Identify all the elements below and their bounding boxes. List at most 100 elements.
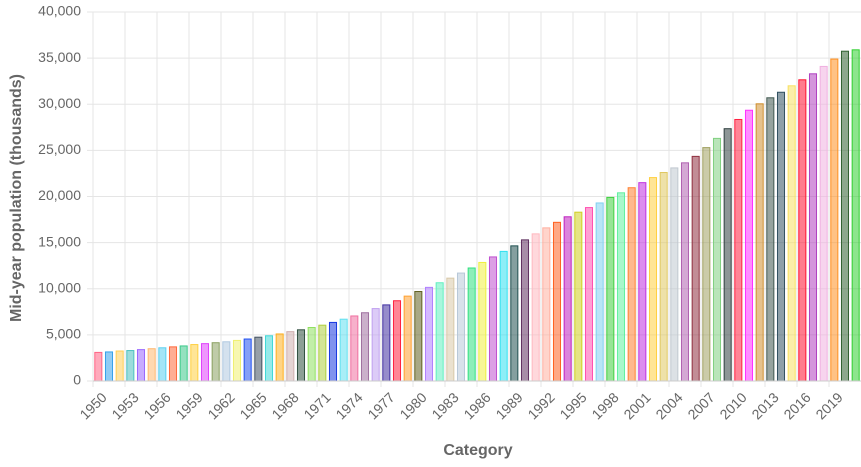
x-tick-label: 2019 [812,389,845,422]
bar [574,211,583,382]
x-tick-label: 2013 [748,389,781,422]
x-tick-label: 2016 [780,389,813,422]
bar [360,312,370,382]
bar [264,335,274,382]
bar [126,350,135,382]
bar [424,286,434,382]
x-tick-label: 1998 [588,389,621,422]
x-tick-label: 1992 [524,389,557,422]
bar [787,85,796,382]
bar [840,50,850,382]
x-tick-label: 1983 [428,389,461,422]
bar [776,91,786,382]
bar [563,216,572,382]
bar [286,331,295,382]
bar [702,147,711,382]
bar [318,324,327,382]
y-axis-title: Mid-year population (thousands) [8,74,25,322]
bar [254,336,263,382]
bar [307,326,316,382]
bar [328,321,338,382]
x-tick-label: 1974 [332,389,365,422]
bar [638,182,647,382]
bar [691,155,700,382]
bar [339,318,348,382]
bar [584,207,594,382]
y-tick-label: 5,000 [46,326,81,342]
bar [595,202,604,382]
bar [627,187,636,382]
y-tick-label: 20,000 [38,187,81,203]
bar [819,65,828,382]
bar [382,304,391,382]
bar [808,73,818,382]
y-tick-label: 30,000 [38,95,81,111]
bar [168,346,178,382]
bar [190,344,199,382]
bar [648,177,658,382]
bar [104,351,114,382]
bar [723,128,732,382]
bar [275,333,284,382]
bar [158,347,167,382]
bar [467,267,476,382]
bar [296,329,306,382]
bar [659,172,668,382]
x-tick-label: 1971 [300,389,333,422]
x-tick-label: 1950 [76,389,109,422]
bar [510,245,519,382]
bar [531,233,540,382]
bar [392,300,402,382]
bar [488,256,498,382]
bar [371,308,380,382]
bar [499,250,508,382]
x-tick-label: 2007 [684,389,717,422]
bar [179,345,188,382]
bar [94,351,103,382]
bar [147,348,156,382]
x-tick-label: 1980 [396,389,429,422]
x-tick-label: 1959 [172,389,205,422]
bar [243,338,252,382]
x-tick-label: 1965 [236,389,269,422]
bar [403,295,412,382]
bar [200,343,210,382]
bar [232,339,242,382]
bar [616,192,626,382]
bar [712,137,722,382]
bar [755,103,764,382]
x-tick-label: 1956 [140,389,173,422]
bar [435,282,444,382]
x-axis-title: Category [443,442,512,459]
x-tick-label: 2010 [716,389,749,422]
x-tick-label: 1989 [492,389,525,422]
bar [115,350,124,382]
bar [552,221,562,382]
bar [456,272,466,382]
x-tick-label: 2004 [652,389,685,422]
bar [542,227,551,382]
bar [606,196,615,382]
bar [798,79,807,382]
bar [680,162,690,382]
bar [136,349,146,382]
bar [211,342,220,382]
x-tick-label: 1953 [108,389,141,422]
y-tick-label: 10,000 [38,279,81,295]
x-tick-label: 1995 [556,389,589,422]
bar [350,315,359,382]
bar [670,167,679,382]
x-tick-label: 1986 [460,389,493,422]
bar [734,118,743,382]
bar [830,58,839,382]
bar [446,277,455,382]
y-tick-label: 0 [73,372,81,388]
bar [222,341,231,382]
x-tick-label: 1962 [204,389,237,422]
bar [744,109,754,382]
y-tick-label: 25,000 [38,141,81,157]
bar [851,49,860,382]
bar [478,261,487,382]
bar [414,291,423,382]
bar [520,239,530,382]
